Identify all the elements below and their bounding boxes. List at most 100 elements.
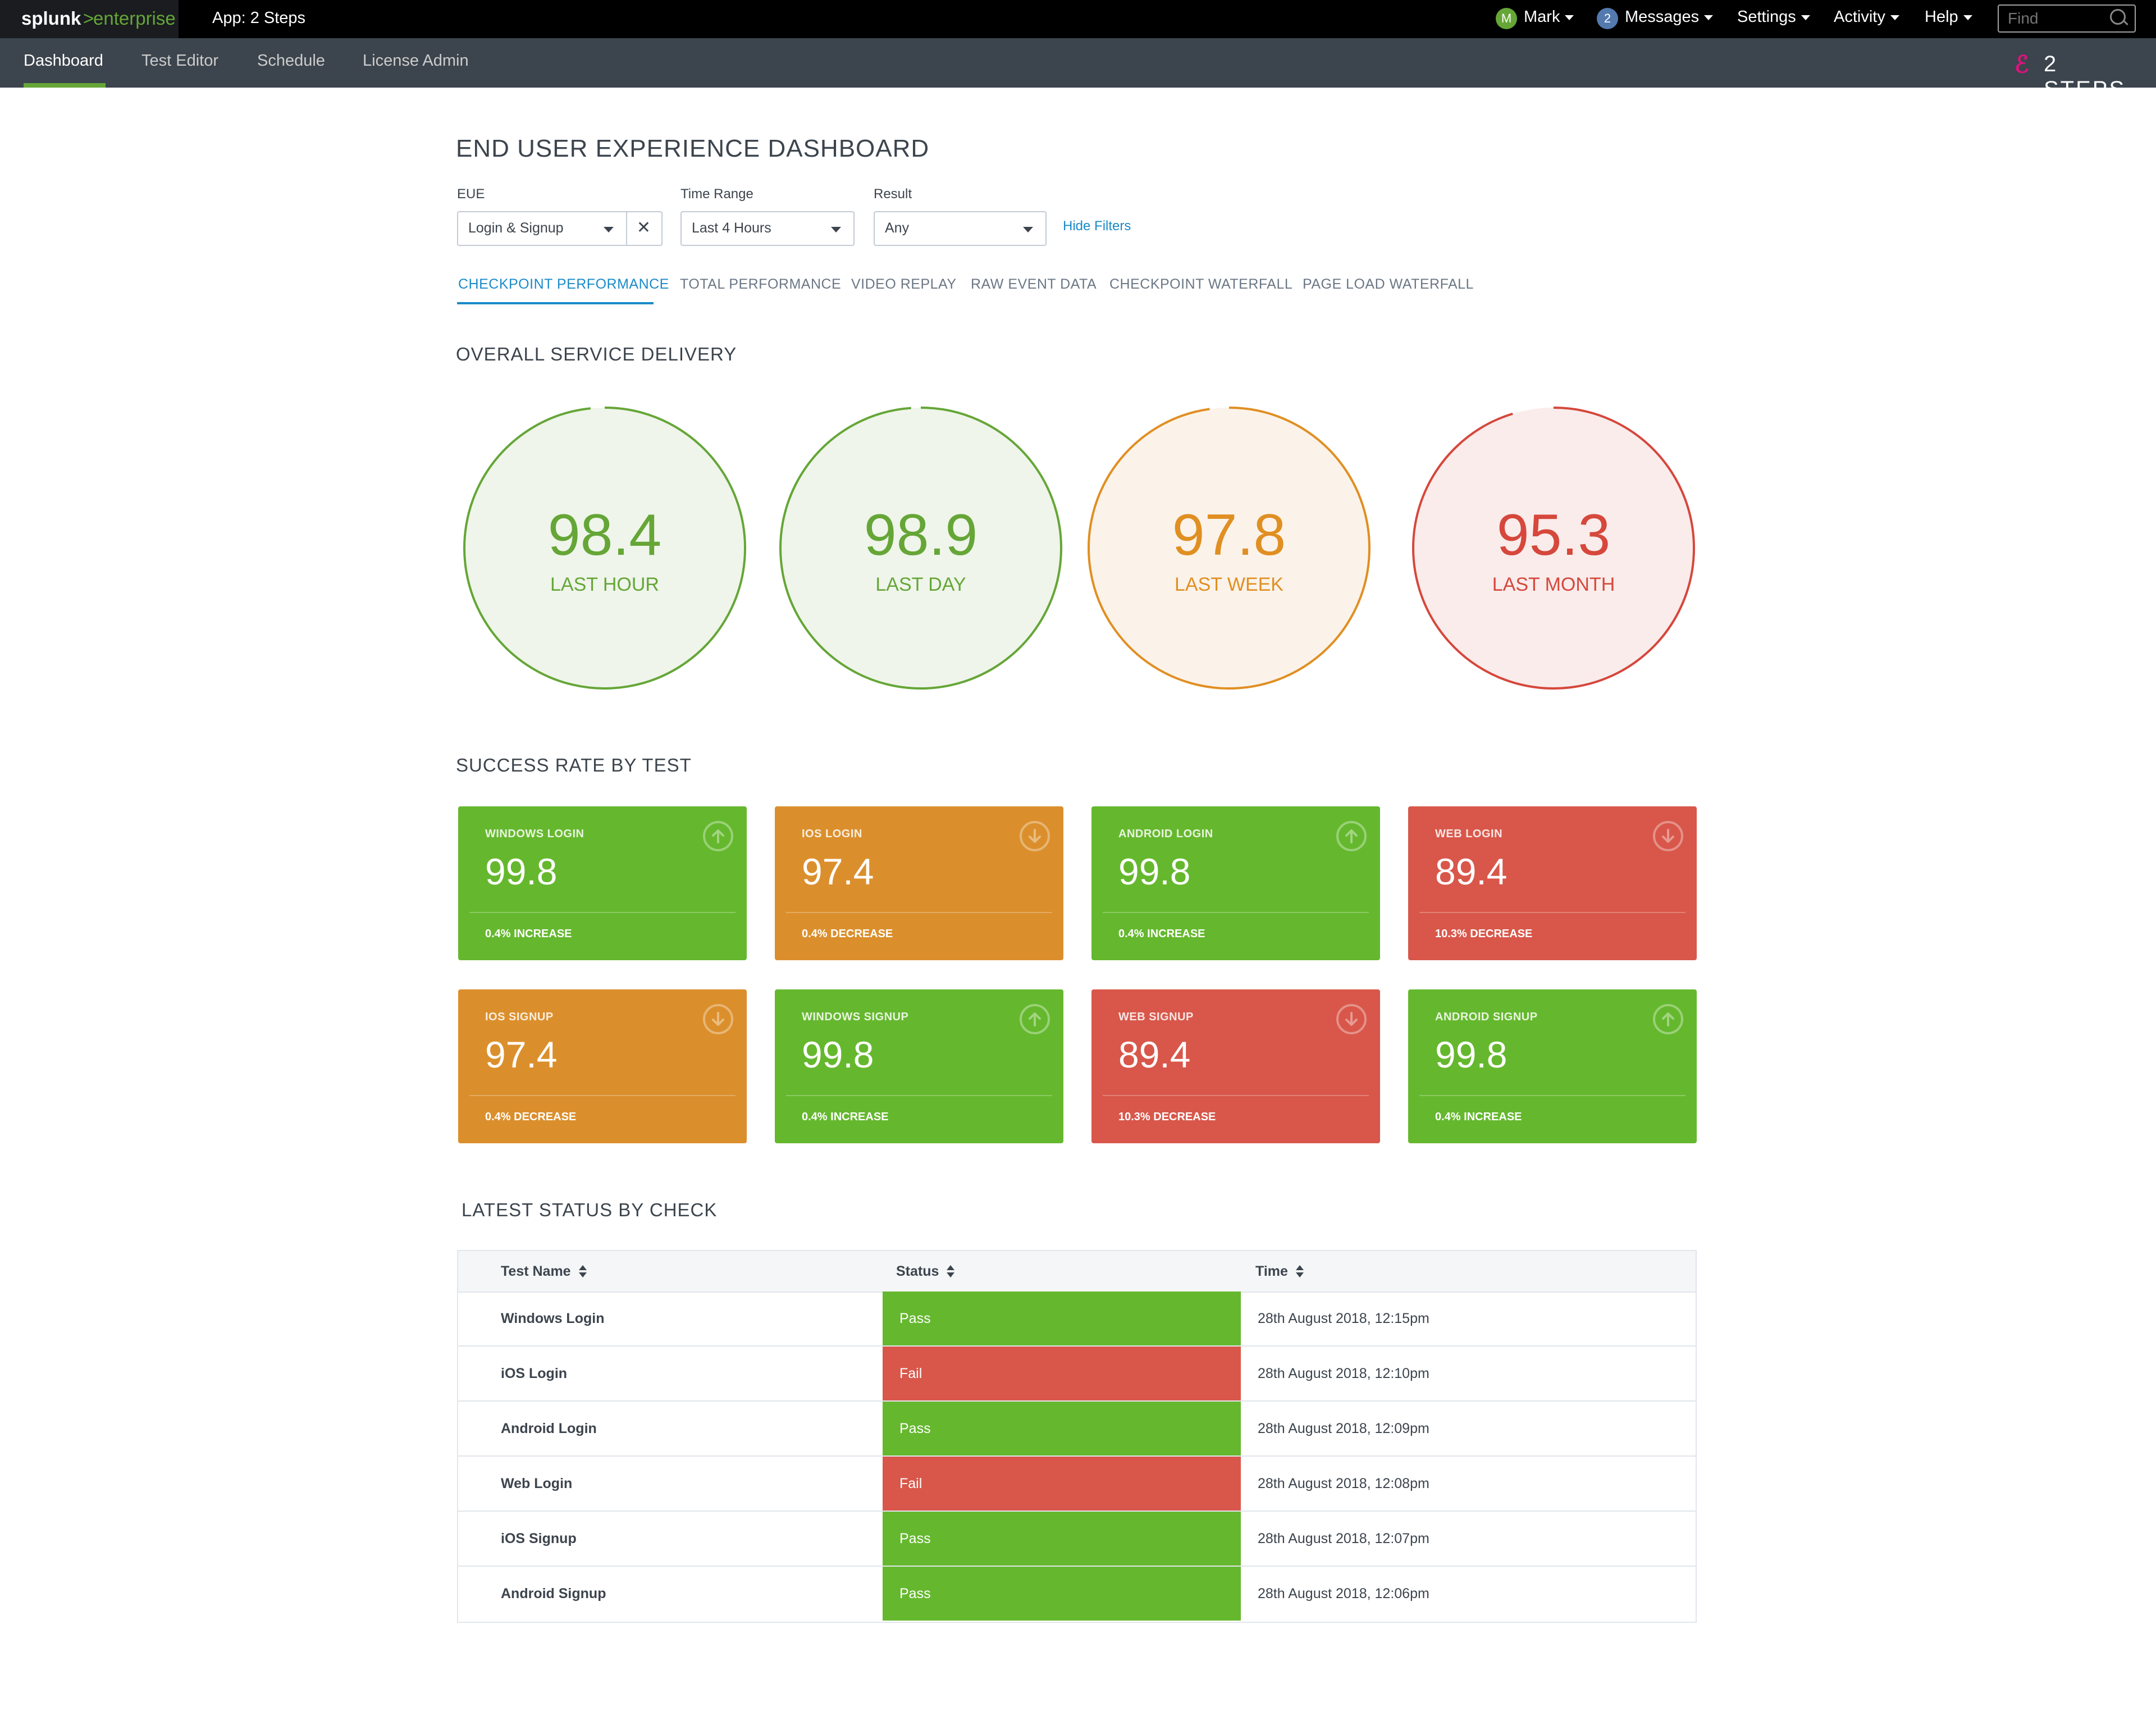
brand-mark-icon: ℰ	[2015, 51, 2029, 77]
tile-change: 0.4% INCREASE	[1435, 1111, 1522, 1123]
success-rate-heading: SUCCESS RATE BY TEST	[456, 755, 692, 775]
help-menu[interactable]: Help	[1925, 8, 1972, 26]
arrow-down-glyph	[1662, 829, 1674, 843]
arrow-path	[1345, 1012, 1358, 1026]
tile-name: ANDROID LOGIN	[1118, 828, 1213, 840]
tile-name: ANDROID SIGNUP	[1435, 1011, 1538, 1023]
arrow-up-glyph	[712, 829, 724, 843]
user-avatar[interactable]: M	[1496, 8, 1517, 29]
arrow-up-glyph	[1345, 829, 1358, 843]
tab-checkpoint-performance[interactable]: CHECKPOINT PERFORMANCE	[458, 276, 669, 292]
status-text: Pass	[899, 1421, 931, 1436]
gauge-value: 98.9	[864, 503, 978, 568]
gauge-arc	[1412, 407, 1695, 690]
tile-name: WINDOWS SIGNUP	[802, 1011, 909, 1023]
success-tile-ios-login[interactable]: IOS LOGIN 97.4 0.4% DECREASE	[775, 806, 1063, 960]
arrow-path	[1662, 1012, 1674, 1026]
dropdown-arrow-icon	[831, 227, 841, 232]
clear-eue-button[interactable]: ✕	[626, 211, 663, 246]
logo-enterprise-text: enterprise	[93, 8, 176, 29]
arrow-path	[712, 829, 724, 843]
top-bar: splunk > enterprise App: 2 Steps M Mark …	[0, 0, 2156, 38]
chevron-down-icon	[1963, 15, 1972, 20]
table-row[interactable]: iOS Login Fail 28th August 2018, 12:10pm	[458, 1347, 1696, 1402]
success-tile-ios-signup[interactable]: IOS SIGNUP 97.4 0.4% DECREASE	[458, 989, 747, 1143]
gauge-arc	[779, 407, 1062, 690]
success-tile-windows-signup[interactable]: WINDOWS SIGNUP 99.8 0.4% INCREASE	[775, 989, 1063, 1143]
time-range-select[interactable]: Last 4 Hours	[680, 211, 855, 246]
gauge-label: LAST MONTH	[1492, 574, 1615, 595]
time-cell: 28th August 2018, 12:10pm	[1258, 1366, 1429, 1381]
activity-menu[interactable]: Activity	[1834, 8, 1899, 26]
test-name-cell: Android Login	[501, 1421, 597, 1436]
gauge-background	[780, 408, 1061, 688]
chevron-down-icon	[1801, 15, 1810, 20]
active-tab-indicator	[457, 302, 654, 304]
tile-value: 99.8	[1435, 1034, 1508, 1075]
settings-label: Settings	[1737, 8, 1796, 26]
tile-name: IOS LOGIN	[802, 828, 862, 840]
tab-raw-event-data[interactable]: RAW EVENT DATA	[971, 276, 1097, 292]
nav-item-schedule[interactable]: Schedule	[257, 52, 325, 70]
tile-divider	[786, 912, 1052, 913]
test-name-cell: iOS Signup	[501, 1531, 577, 1546]
success-tile-web-login[interactable]: WEB LOGIN 89.4 10.3% DECREASE	[1408, 806, 1697, 960]
table-row[interactable]: iOS Signup Pass 28th August 2018, 12:07p…	[458, 1512, 1696, 1567]
gauge-background	[1089, 408, 1369, 688]
arrow-up-circle-icon	[1336, 821, 1367, 851]
table-row[interactable]: Android Login Pass 28th August 2018, 12:…	[458, 1402, 1696, 1457]
time-range-label: Time Range	[680, 186, 753, 202]
search-icon[interactable]	[2110, 9, 2126, 25]
success-tile-windows-login[interactable]: WINDOWS LOGIN 99.8 0.4% INCREASE	[458, 806, 747, 960]
tile-value: 97.4	[485, 1034, 558, 1075]
messages-menu[interactable]: Messages	[1625, 8, 1714, 26]
status-text: Pass	[899, 1586, 931, 1601]
sort-icon	[578, 1265, 587, 1279]
splunk-logo[interactable]: splunk > enterprise	[0, 0, 179, 38]
tab-video-replay[interactable]: VIDEO REPLAY	[851, 276, 957, 292]
success-tile-web-signup[interactable]: WEB SIGNUP 89.4 10.3% DECREASE	[1091, 989, 1380, 1143]
column-header-label: Status	[896, 1263, 939, 1279]
time-cell: 28th August 2018, 12:09pm	[1258, 1421, 1429, 1436]
time-cell: 28th August 2018, 12:06pm	[1258, 1586, 1429, 1601]
column-header-status[interactable]: Status	[896, 1263, 955, 1280]
column-header-label: Time	[1255, 1263, 1288, 1279]
tile-divider	[469, 912, 736, 913]
eue-select[interactable]: Login & Signup	[457, 211, 627, 246]
nav-item-dashboard[interactable]: Dashboard	[24, 52, 103, 70]
status-cell: Fail	[883, 1457, 1241, 1511]
tab-total-performance[interactable]: TOTAL PERFORMANCE	[680, 276, 842, 292]
latest-status-heading: LATEST STATUS BY CHECK	[462, 1199, 718, 1220]
user-name: Mark	[1524, 8, 1560, 26]
settings-menu[interactable]: Settings	[1737, 8, 1810, 26]
tile-divider	[1103, 912, 1369, 913]
activity-label: Activity	[1834, 8, 1885, 26]
app-menu[interactable]: App: 2 Steps	[212, 9, 306, 27]
dropdown-arrow-icon	[1023, 227, 1033, 232]
result-select[interactable]: Any	[874, 211, 1047, 246]
column-header-time[interactable]: Time	[1255, 1263, 1304, 1280]
nav-item-license-admin[interactable]: License Admin	[363, 52, 469, 70]
tab-checkpoint-waterfall[interactable]: CHECKPOINT WATERFALL	[1109, 276, 1293, 292]
user-menu[interactable]: Mark	[1524, 8, 1574, 26]
success-tile-android-login[interactable]: ANDROID LOGIN 99.8 0.4% INCREASE	[1091, 806, 1380, 960]
arrow-path	[1345, 829, 1358, 843]
status-text: Fail	[899, 1476, 922, 1491]
hide-filters-link[interactable]: Hide Filters	[1063, 218, 1131, 234]
sort-icon	[1295, 1265, 1304, 1279]
table-row[interactable]: Web Login Fail 28th August 2018, 12:08pm	[458, 1457, 1696, 1512]
tab-page-load-waterfall[interactable]: PAGE LOAD WATERFALL	[1303, 276, 1474, 292]
tile-value: 89.4	[1435, 851, 1508, 892]
tile-divider	[1419, 912, 1685, 913]
messages-badge[interactable]: 2	[1597, 8, 1618, 29]
table-row[interactable]: Android Signup Pass 28th August 2018, 12…	[458, 1567, 1696, 1622]
gauge-label: LAST WEEK	[1175, 574, 1283, 595]
gauge-label: LAST HOUR	[550, 574, 659, 595]
column-header-test-name[interactable]: Test Name	[501, 1263, 587, 1280]
gauge-value: 97.8	[1172, 503, 1286, 568]
eue-select-value: Login & Signup	[468, 220, 564, 236]
success-tile-android-signup[interactable]: ANDROID SIGNUP 99.8 0.4% INCREASE	[1408, 989, 1697, 1143]
arrow-down-circle-icon	[1653, 821, 1683, 851]
nav-item-test-editor[interactable]: Test Editor	[141, 52, 218, 70]
table-row[interactable]: Windows Login Pass 28th August 2018, 12:…	[458, 1292, 1696, 1347]
